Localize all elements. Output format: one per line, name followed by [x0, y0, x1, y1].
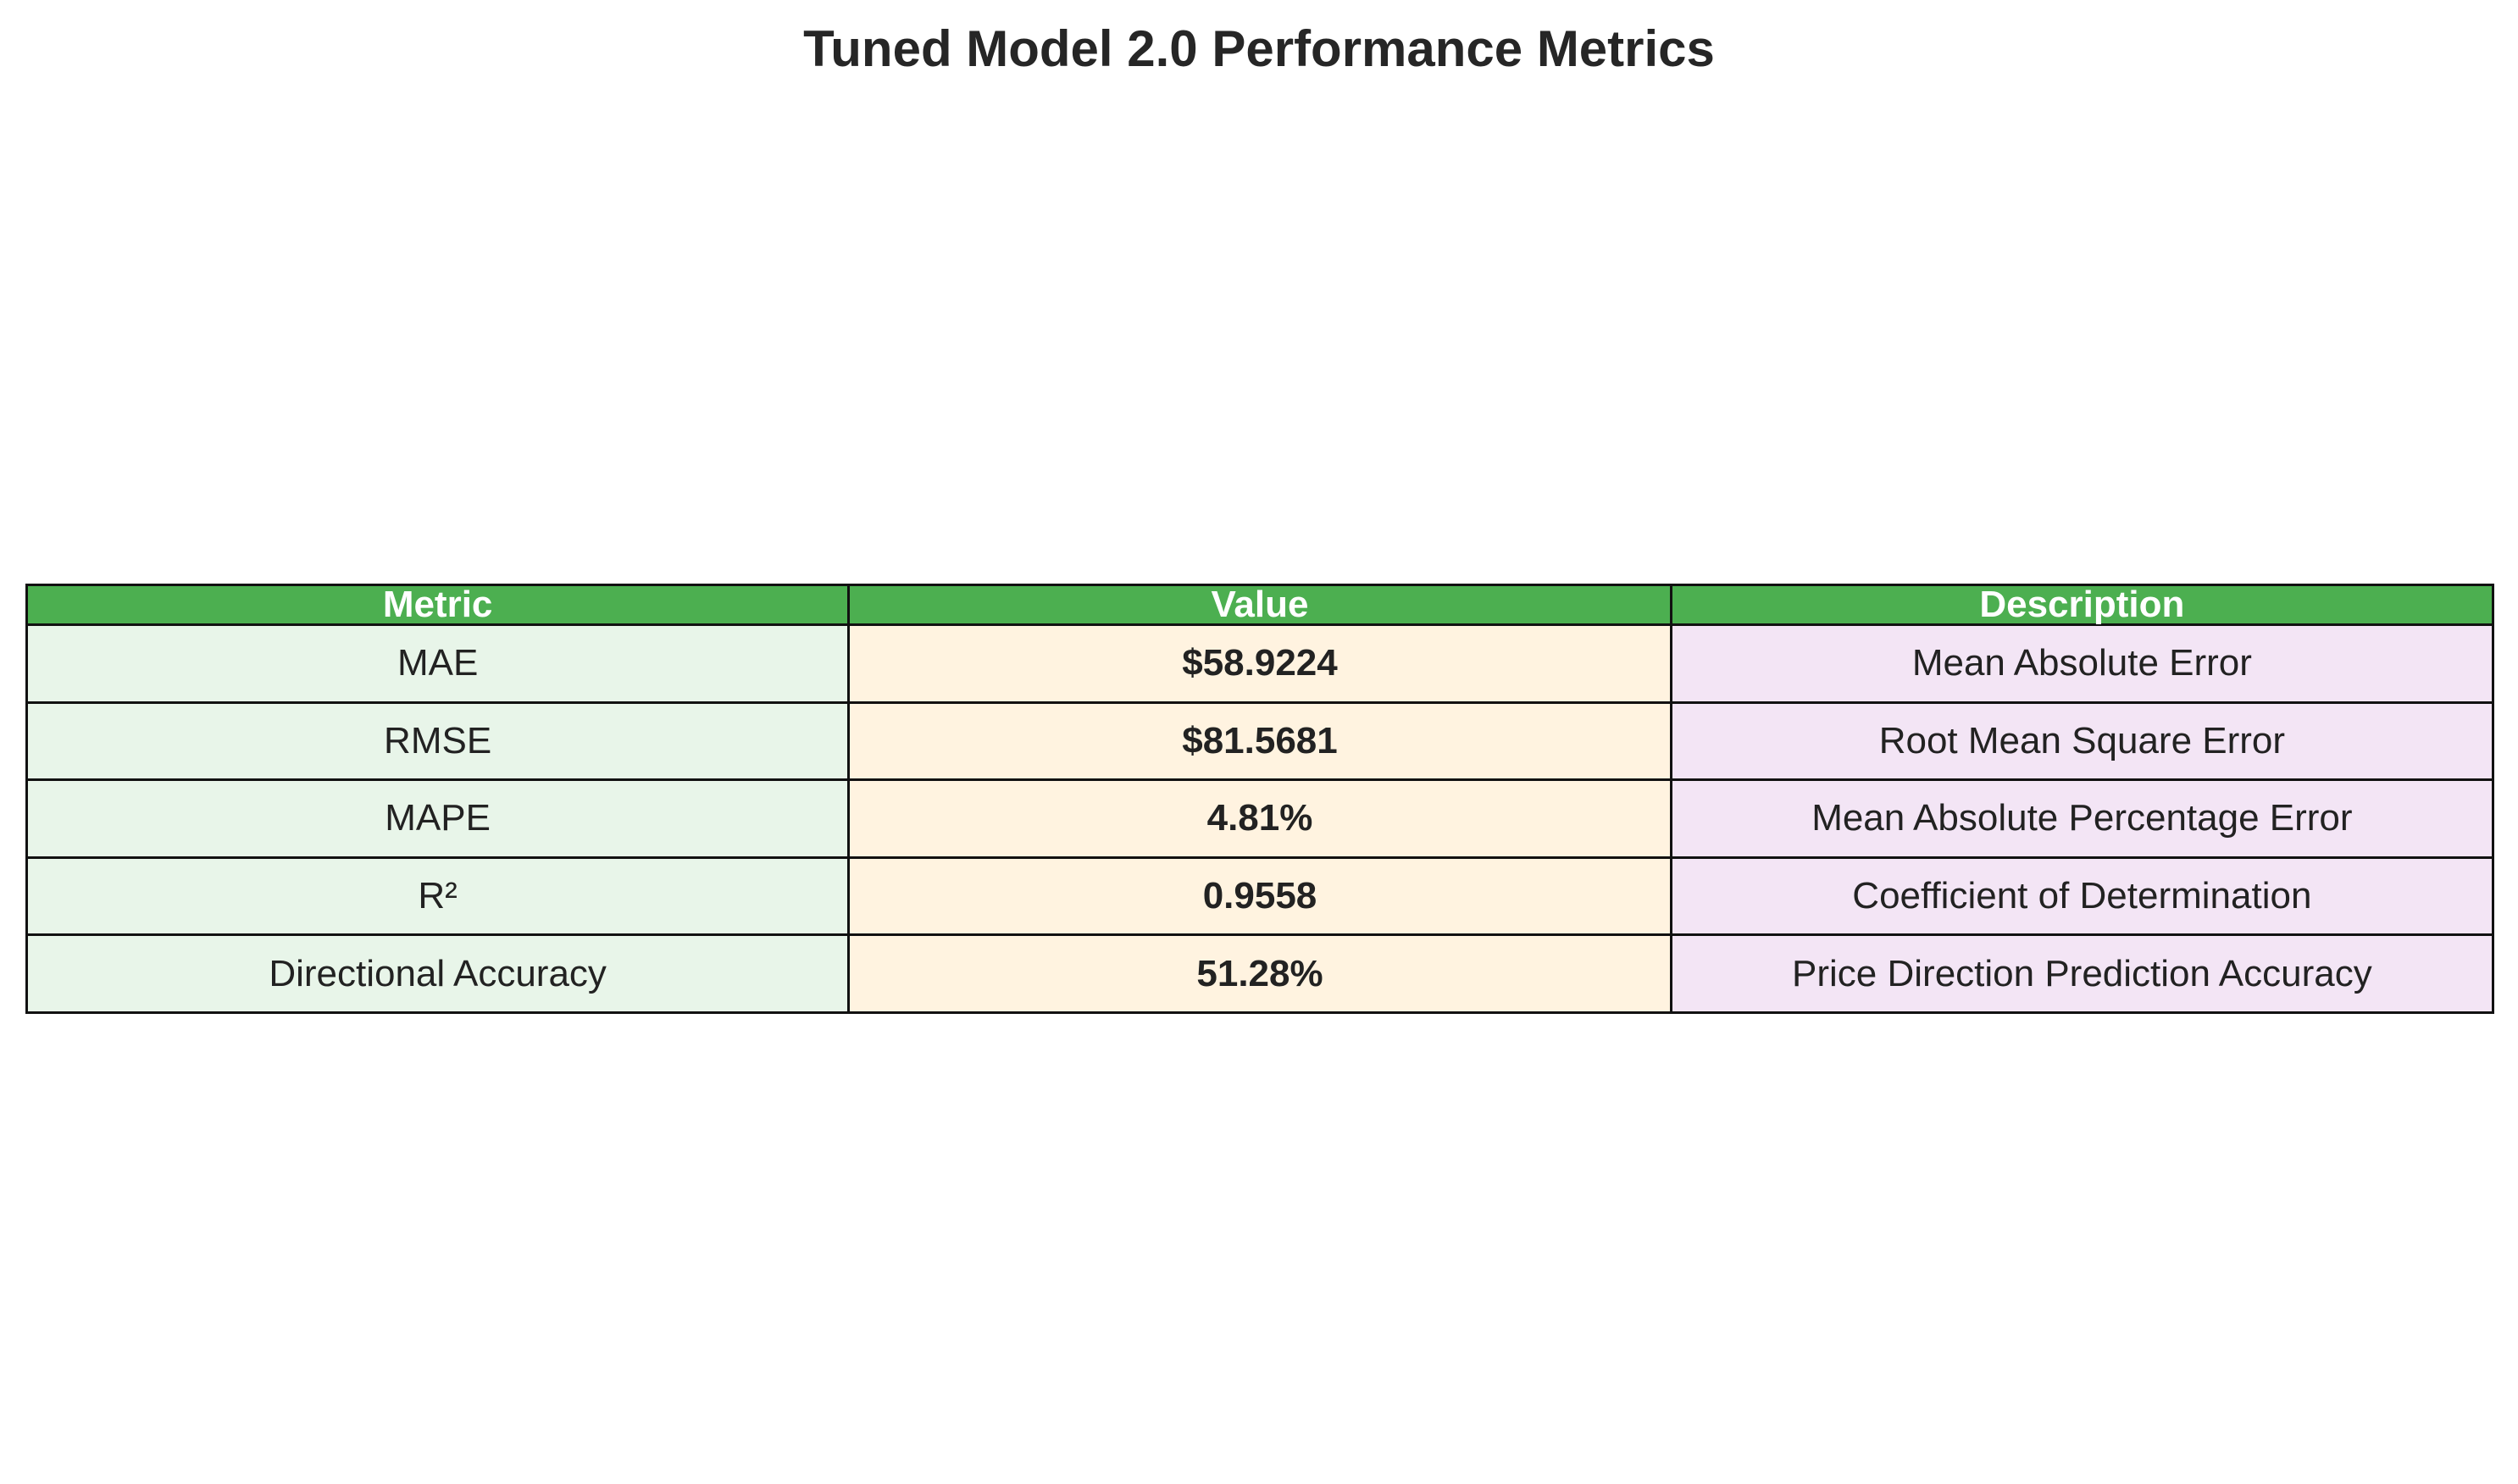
- value-cell: 51.28%: [847, 933, 1672, 1014]
- table-row: MAPE 4.81% Mean Absolute Percentage Erro…: [25, 778, 2495, 859]
- header-description: Description: [1669, 584, 2495, 626]
- description-cell: Price Direction Prediction Accuracy: [1669, 933, 2495, 1014]
- description-cell: Mean Absolute Error: [1669, 623, 2495, 704]
- header-row: Metric Value Description: [25, 584, 2495, 626]
- metric-cell: R²: [25, 856, 851, 937]
- value-cell: 4.81%: [847, 778, 1672, 859]
- table-row: MAE $58.9224 Mean Absolute Error: [25, 623, 2495, 704]
- metrics-table: Metric Value Description MAE $58.9224 Me…: [25, 584, 2495, 1014]
- description-cell: Coefficient of Determination: [1669, 856, 2495, 937]
- chart-title: Tuned Model 2.0 Performance Metrics: [803, 20, 1715, 77]
- metric-cell: RMSE: [25, 700, 851, 782]
- table-row: RMSE $81.5681 Root Mean Square Error: [25, 700, 2495, 782]
- header-value: Value: [847, 584, 1672, 626]
- table-header: Metric Value Description: [25, 584, 2495, 626]
- metric-cell: MAE: [25, 623, 851, 704]
- metric-cell: Directional Accuracy: [25, 933, 851, 1014]
- table-body: MAE $58.9224 Mean Absolute Error RMSE $8…: [25, 623, 2495, 1014]
- header-metric: Metric: [25, 584, 851, 626]
- value-cell: $58.9224: [847, 623, 1672, 704]
- table-row: Directional Accuracy 51.28% Price Direct…: [25, 933, 2495, 1014]
- value-cell: 0.9558: [847, 856, 1672, 937]
- description-cell: Mean Absolute Percentage Error: [1669, 778, 2495, 859]
- value-cell: $81.5681: [847, 700, 1672, 782]
- table-row: R² 0.9558 Coefficient of Determination: [25, 856, 2495, 937]
- metric-cell: MAPE: [25, 778, 851, 859]
- description-cell: Root Mean Square Error: [1669, 700, 2495, 782]
